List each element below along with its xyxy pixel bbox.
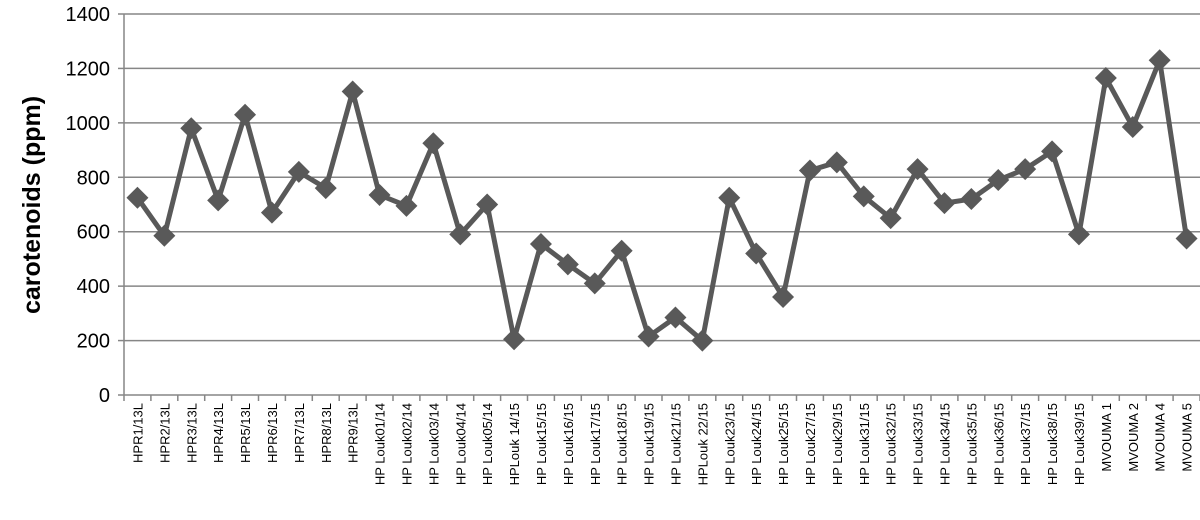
x-tick-label: HP Louk37/15	[1018, 403, 1033, 485]
x-tick-label: HP Louk35/15	[964, 403, 979, 485]
x-tick-label: HP Louk18/15	[615, 403, 630, 485]
data-point	[395, 194, 418, 217]
data-point	[314, 177, 337, 200]
data-point	[234, 103, 257, 126]
data-point	[879, 207, 902, 230]
data-point	[772, 286, 795, 309]
data-point	[153, 224, 176, 247]
x-tick-label: HP Louk02/14	[399, 403, 414, 485]
data-point	[610, 239, 633, 262]
y-tick-label: 1400	[66, 4, 111, 26]
y-tick-label: 400	[77, 276, 110, 298]
x-tick-label: HP Louk25/15	[776, 403, 791, 485]
data-point	[1041, 140, 1064, 163]
x-tick-label: HP Louk29/15	[830, 403, 845, 485]
data-point	[987, 169, 1010, 192]
x-tick-label: HP Louk27/15	[803, 403, 818, 485]
axes	[118, 13, 1200, 401]
x-tick-label: MVOUMA 1	[1099, 403, 1114, 472]
data-point	[906, 158, 929, 181]
data-point	[287, 160, 310, 183]
x-tick-label: HPLouk 22/15	[695, 403, 710, 485]
x-tick-label: HPR7/13L	[292, 403, 307, 463]
data-point	[1175, 227, 1198, 250]
data-point	[798, 159, 821, 182]
data-point	[422, 132, 445, 155]
data-point	[583, 272, 606, 295]
x-tick-label: HP Louk24/15	[749, 403, 764, 485]
x-tick-label: HP Louk15/15	[534, 403, 549, 485]
data-point	[260, 201, 283, 224]
data-point	[1067, 223, 1090, 246]
y-axis-title: carotenoids (ppm)	[18, 96, 46, 314]
data-point	[126, 186, 149, 209]
y-tick-label: 1000	[66, 113, 111, 135]
x-tick-label: HPR8/13L	[319, 403, 334, 463]
data-point	[691, 329, 714, 352]
x-tick-label: MVOUMA 4	[1153, 403, 1168, 472]
x-tick-label: HP Louk19/15	[642, 403, 657, 485]
data-point	[556, 253, 579, 276]
data-point	[341, 80, 364, 103]
data-point	[825, 151, 848, 174]
x-tick-label: HPR9/13L	[346, 403, 361, 463]
x-tick-label: HP Louk23/15	[722, 403, 737, 485]
x-tick-label: HP Louk01/14	[373, 403, 388, 485]
data-point	[1094, 66, 1117, 89]
data-point	[1121, 115, 1144, 138]
x-tick-label: HP Louk31/15	[857, 403, 872, 485]
x-tick-label: HPR2/13L	[157, 403, 172, 463]
data-point	[664, 306, 687, 329]
x-tick-label: MVOUMA 2	[1126, 403, 1141, 472]
x-tick-label: HPR4/13L	[211, 403, 226, 463]
data-point	[449, 223, 472, 246]
x-tick-label: HPR5/13L	[238, 403, 253, 463]
x-tick-label: HP Louk36/15	[991, 403, 1006, 485]
x-tick-label: HP Louk21/15	[668, 403, 683, 485]
data-point	[960, 188, 983, 211]
x-tick-label: HP Louk03/14	[426, 403, 441, 485]
y-tick-label: 800	[77, 167, 110, 189]
data-point	[933, 192, 956, 215]
x-tick-label: HP Louk04/14	[453, 403, 468, 485]
x-tick-label: HP Louk05/14	[480, 403, 495, 485]
x-tick-label: HPR3/13L	[184, 403, 199, 463]
y-tick-label: 200	[77, 331, 110, 353]
data-point	[207, 189, 230, 212]
data-point	[529, 232, 552, 255]
data-point	[503, 328, 526, 351]
data-point	[1148, 49, 1171, 72]
data-point	[745, 242, 768, 265]
series-line	[135, 57, 1190, 344]
series	[126, 49, 1198, 352]
data-point	[1014, 158, 1037, 181]
gridlines	[124, 13, 1200, 342]
x-tick-label: MVOUMA 5	[1180, 403, 1195, 472]
x-tick-label: HPR6/13L	[265, 403, 280, 463]
data-point	[637, 325, 660, 348]
x-tick-label: HP Louk17/15	[588, 403, 603, 485]
y-tick-label: 0	[99, 385, 110, 407]
y-tick-labels: 0 200 400 600 800 1000 1200 1400	[66, 4, 111, 407]
x-tick-label: HP Louk34/15	[937, 403, 952, 485]
y-tick-label: 1200	[66, 58, 111, 80]
y-tick-label: 600	[77, 222, 110, 244]
x-tick-label: HP Louk16/15	[561, 403, 576, 485]
x-tick-label: HPLouk 14/15	[507, 403, 522, 485]
x-tick-label: HPR1/13L	[130, 403, 145, 463]
x-tick-label: HP Louk33/15	[911, 403, 926, 485]
data-point	[718, 186, 741, 209]
data-point	[476, 193, 499, 216]
x-tick-label: HP Louk39/15	[1072, 403, 1087, 485]
data-point	[180, 117, 203, 140]
x-tick-label: HP Louk38/15	[1045, 403, 1060, 485]
data-point	[852, 185, 875, 208]
data-point	[368, 183, 391, 206]
x-tick-label: HP Louk32/15	[884, 403, 899, 485]
x-tick-labels: HPR1/13L HPR2/13L HPR3/13L HPR4/13L HPR5/13L…	[130, 403, 1194, 485]
